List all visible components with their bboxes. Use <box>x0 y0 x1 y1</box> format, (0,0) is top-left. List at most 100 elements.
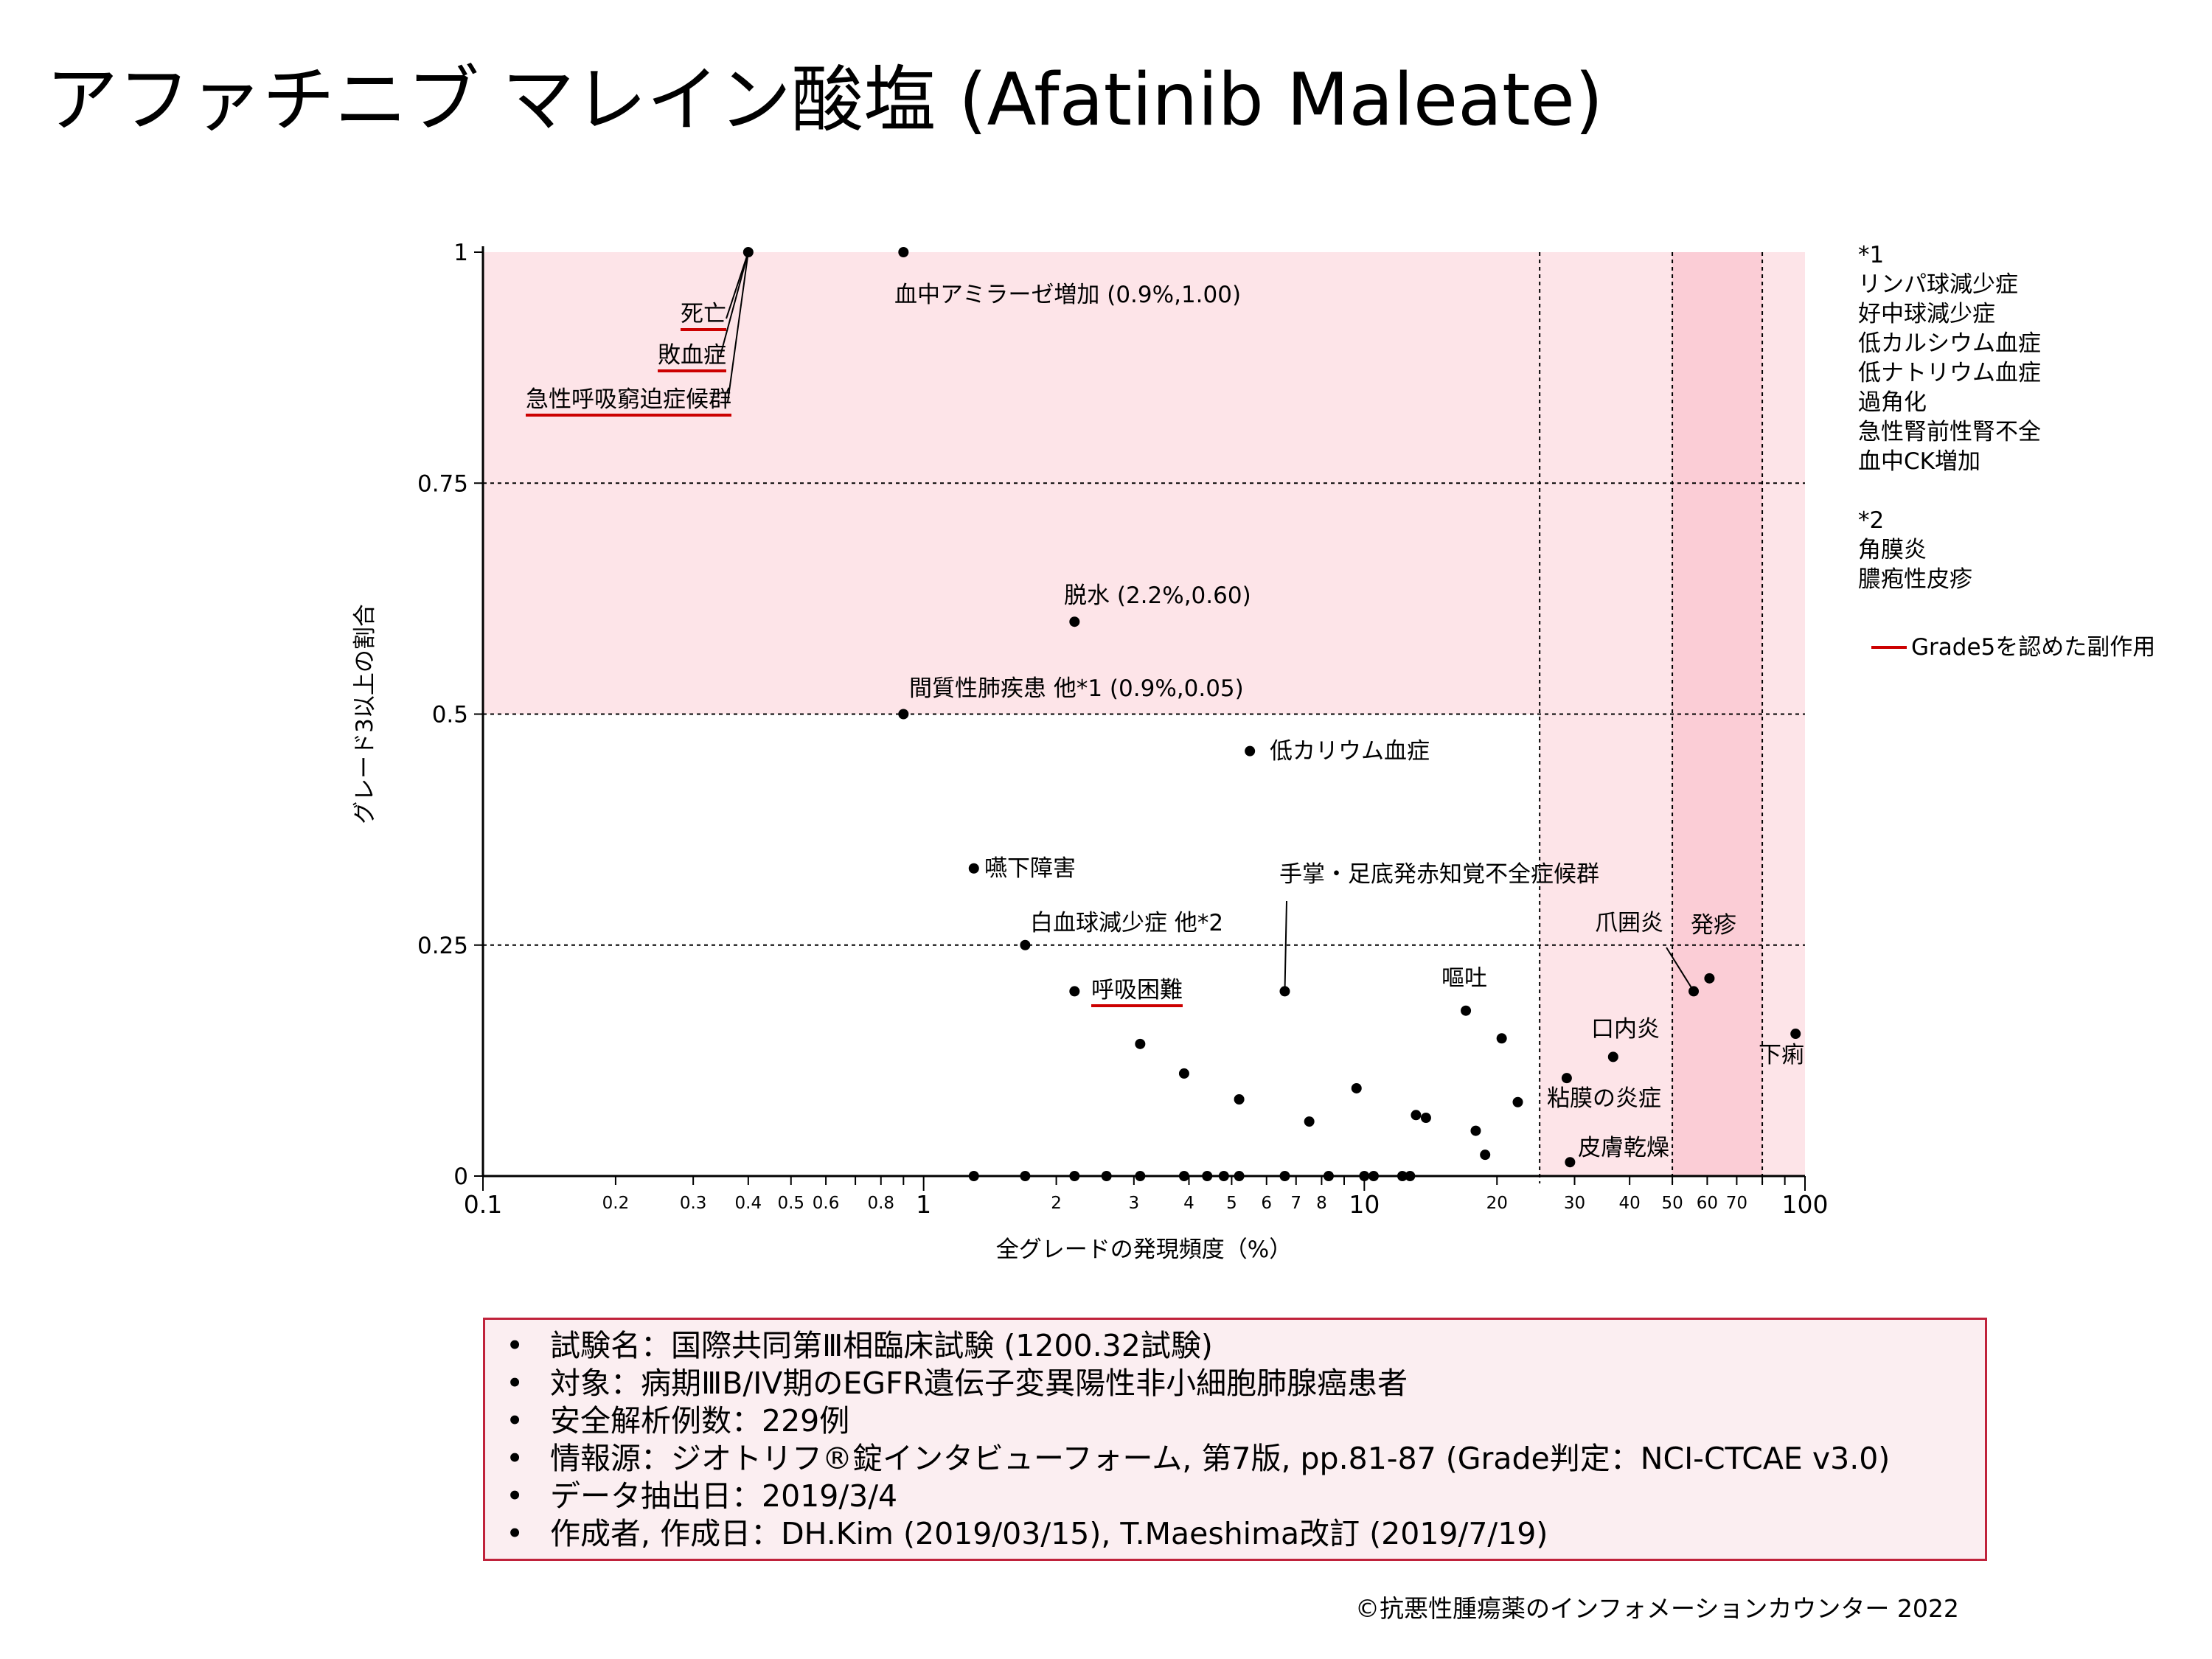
x-tick-label: 0.1 <box>464 1190 502 1219</box>
data-point <box>1020 1171 1031 1181</box>
data-point <box>1218 1171 1229 1181</box>
y-tick-label: 0.5 <box>432 702 468 728</box>
data-point <box>1178 1171 1189 1181</box>
x-tick-label: 70 <box>1726 1194 1747 1213</box>
annotation-label: 血中アミラーゼ増加 (0.9%,1.00) <box>894 282 1241 308</box>
data-point <box>1461 1005 1472 1016</box>
x-tick-label: 0.2 <box>602 1194 630 1213</box>
data-point <box>1470 1125 1481 1136</box>
data-point <box>1480 1150 1491 1161</box>
data-point <box>1135 1038 1146 1049</box>
footnote-2-title: *2 <box>1858 507 1885 534</box>
annotation-leader-line <box>720 251 749 356</box>
annotation-label: 死亡 <box>681 301 726 327</box>
info-item: 作成者, 作成日：DH.Kim (2019/03/15), T.Maeshima… <box>506 1515 1985 1553</box>
footnote-1-item: 血中CK増加 <box>1858 448 1980 475</box>
info-item: 安全解析例数：229例 <box>506 1402 1985 1440</box>
data-point <box>1135 1171 1146 1181</box>
info-item: データ抽出日：2019/3/4 <box>506 1478 1985 1515</box>
data-point <box>1234 1171 1245 1181</box>
x-tick-label: 3 <box>1129 1194 1140 1213</box>
data-point <box>1405 1171 1416 1181</box>
copyright: ©抗悪性腫瘍薬のインフォメーションカウンター 2022 <box>1355 1594 1959 1623</box>
grade5-legend-swatch <box>1871 646 1907 649</box>
data-point <box>1279 986 1290 997</box>
data-point <box>1178 1068 1189 1079</box>
x-axis-label: 全グレードの発現頻度（%） <box>996 1237 1292 1263</box>
data-point <box>1496 1033 1507 1044</box>
footnote-1-item: 低カルシウム血症 <box>1858 330 2041 357</box>
y-tick-label: 1 <box>453 240 468 266</box>
annotation-label: 発疹 <box>1691 912 1736 939</box>
info-item: 対象：病期ⅢB/IV期のEGFR遺伝子変異陽性非小細胞肺腺癌患者 <box>506 1365 1985 1402</box>
data-point <box>1020 939 1031 950</box>
x-tick-label: 5 <box>1226 1194 1237 1213</box>
annotation-leader-line <box>727 251 749 403</box>
data-point <box>1245 745 1256 757</box>
annotation-label: 敗血症 <box>658 342 726 369</box>
data-point <box>1069 616 1080 627</box>
footnote-1: *1 リンパ球減少症 好中球減少症 低カルシウム血症 低ナトリウム血症 過角化 … <box>1858 240 2041 476</box>
x-tick-label: 20 <box>1486 1194 1508 1213</box>
y-tick-label: 0 <box>453 1164 468 1190</box>
data-point <box>1069 986 1080 997</box>
grade5-legend-label: Grade5を認めた副作用 <box>1911 634 2156 661</box>
footnote-2-item: 膿疱性皮疹 <box>1858 566 1972 593</box>
footnote-1-item: 急性腎前性腎不全 <box>1858 419 2041 445</box>
annotation-label: 嚥下障害 <box>984 855 1076 882</box>
x-tick-label: 10 <box>1349 1190 1380 1219</box>
data-point <box>1304 1116 1315 1127</box>
x-tick-label: 8 <box>1316 1194 1327 1213</box>
data-point <box>1704 973 1715 984</box>
data-point <box>1279 1171 1290 1181</box>
x-tick-label: 4 <box>1183 1194 1194 1213</box>
annotation-label: 口内炎 <box>1591 1016 1660 1043</box>
study-info-box: 試験名：国際共同第Ⅲ相臨床試験 (1200.32試験) 対象：病期ⅢB/IV期の… <box>483 1318 1987 1561</box>
x-tick-label: 0.6 <box>813 1194 840 1213</box>
data-point <box>1351 1082 1362 1093</box>
annotation-label: 下痢 <box>1759 1042 1804 1068</box>
footnote-1-item: リンパ球減少症 <box>1858 271 2018 298</box>
data-point <box>1069 1171 1080 1181</box>
data-point <box>1359 1171 1370 1181</box>
annotation-label: 脱水 (2.2%,0.60) <box>1064 582 1251 609</box>
x-tick-label: 7 <box>1290 1194 1301 1213</box>
data-point <box>1688 986 1700 997</box>
x-tick-label: 50 <box>1661 1194 1683 1213</box>
info-item: 情報源：ジオトリフ®錠インタビューフォーム, 第7版, pp.81-87 (Gr… <box>506 1440 1985 1478</box>
x-tick-label: 0.5 <box>777 1194 804 1213</box>
annotation-label: 急性呼吸窮迫症候群 <box>526 386 731 413</box>
annotation-label: 嘔吐 <box>1441 965 1487 992</box>
x-tick-label: 0.3 <box>680 1194 707 1213</box>
x-tick-label: 1 <box>916 1190 931 1219</box>
y-tick-label: 0.75 <box>417 470 468 497</box>
annotation-label: 手掌・足底発赤知覚不全症候群 <box>1279 861 1599 888</box>
footnote-1-item: 低ナトリウム血症 <box>1858 360 2041 386</box>
y-axis-label: グレード3以上の割合 <box>352 604 378 824</box>
annotation-leader-line <box>1284 900 1287 992</box>
footnote-2-item: 角膜炎 <box>1858 537 1927 563</box>
annotation-label: 間質性肺疾患 他*1 (0.9%,0.05) <box>909 675 1244 702</box>
data-point <box>1420 1113 1431 1124</box>
x-tick-label: 0.8 <box>867 1194 894 1213</box>
y-tick-label: 0.25 <box>417 933 468 959</box>
annotation-label: 低カリウム血症 <box>1270 738 1430 765</box>
page-title: アファチニブ マレイン酸塩 (Afatinib Maleate) <box>46 58 1604 142</box>
data-point <box>1234 1094 1245 1105</box>
footnote-2: *2 角膜炎 膿疱性皮疹 <box>1858 506 1972 594</box>
data-point <box>898 247 909 257</box>
data-point <box>742 247 754 257</box>
x-tick-label: 60 <box>1697 1194 1718 1213</box>
footnote-1-title: *1 <box>1858 242 1885 268</box>
data-point <box>1512 1096 1523 1107</box>
annotation-label: 白血球減少症 他*2 <box>1030 910 1223 936</box>
x-tick-label: 6 <box>1261 1194 1272 1213</box>
data-point <box>1790 1029 1801 1040</box>
x-tick-label: 100 <box>1782 1190 1829 1219</box>
data-point <box>1368 1171 1379 1181</box>
data-point <box>898 709 909 720</box>
annotation-label: 呼吸困難 <box>1091 977 1183 1004</box>
data-point <box>1561 1073 1572 1084</box>
data-point <box>1101 1171 1112 1181</box>
